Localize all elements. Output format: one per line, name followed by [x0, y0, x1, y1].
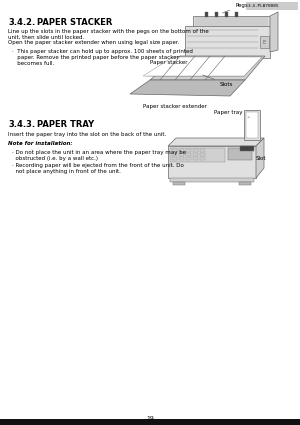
Bar: [172, 149, 177, 152]
Bar: [170, 148, 225, 162]
Bar: [200, 153, 205, 156]
Text: Slots: Slots: [202, 75, 233, 87]
Polygon shape: [149, 57, 262, 76]
Text: Pegs: Pegs: [223, 3, 248, 13]
Bar: [172, 157, 177, 160]
Bar: [170, 178, 254, 182]
Bar: [239, 182, 251, 185]
Bar: [186, 157, 191, 160]
Text: Slot: Slot: [252, 150, 266, 161]
Text: Paper stacker extender: Paper stacker extender: [143, 104, 207, 109]
Text: 3.4.3.: 3.4.3.: [8, 120, 35, 129]
Text: Note for installation:: Note for installation:: [8, 141, 73, 146]
Bar: [228, 148, 252, 160]
Polygon shape: [150, 56, 265, 80]
Bar: [186, 149, 191, 152]
Polygon shape: [256, 138, 264, 178]
Bar: [235, 12, 238, 17]
Text: 3.4.2.: 3.4.2.: [8, 18, 35, 27]
Bar: [244, 110, 260, 140]
Text: · Recording paper will be ejected from the front of the unit. Do
  not place any: · Recording paper will be ejected from t…: [12, 163, 184, 174]
Bar: [240, 146, 254, 151]
Bar: [0, 419, 300, 425]
Text: Paper stacker: Paper stacker: [150, 60, 188, 68]
Bar: [200, 157, 205, 160]
Bar: [260, 36, 269, 48]
Text: PAPER STACKER: PAPER STACKER: [37, 18, 112, 27]
Text: Open the paper stacker extender when using legal size paper.: Open the paper stacker extender when usi…: [8, 40, 179, 45]
Bar: [200, 149, 205, 152]
Bar: [179, 157, 184, 160]
Polygon shape: [146, 57, 262, 76]
Text: E: E: [262, 40, 266, 45]
Bar: [246, 112, 258, 138]
Bar: [225, 12, 228, 17]
Text: ·  This paper stacker can hold up to approx. 100 sheets of printed
   paper. Rem: · This paper stacker can hold up to appr…: [12, 49, 193, 65]
Bar: [179, 149, 184, 152]
Bar: [246, 2, 298, 10]
Text: · Do not place the unit in an area where the paper tray may be
  obstructed (i.e: · Do not place the unit in an area where…: [12, 150, 186, 161]
Text: Line up the slots in the paper stacker with the pegs on the bottom of the
unit, : Line up the slots in the paper stacker w…: [8, 29, 209, 40]
Bar: [168, 146, 256, 178]
Bar: [193, 153, 198, 156]
Text: PAPER TRAY: PAPER TRAY: [37, 120, 94, 129]
Polygon shape: [193, 16, 270, 28]
Polygon shape: [143, 57, 262, 76]
Text: Paper tray: Paper tray: [214, 110, 249, 117]
Text: 3.4.PLB70085: 3.4.PLB70085: [248, 4, 280, 8]
Bar: [179, 153, 184, 156]
Bar: [172, 153, 177, 156]
Bar: [193, 157, 198, 160]
Bar: [185, 26, 270, 58]
Bar: [193, 149, 198, 152]
Bar: [186, 153, 191, 156]
Bar: [205, 12, 208, 17]
Polygon shape: [130, 80, 245, 96]
Text: 19: 19: [146, 416, 154, 421]
Polygon shape: [168, 138, 264, 146]
Bar: [215, 12, 218, 17]
Polygon shape: [270, 12, 278, 52]
Bar: [173, 182, 185, 185]
Text: Insert the paper tray into the slot on the back of the unit.: Insert the paper tray into the slot on t…: [8, 132, 166, 137]
